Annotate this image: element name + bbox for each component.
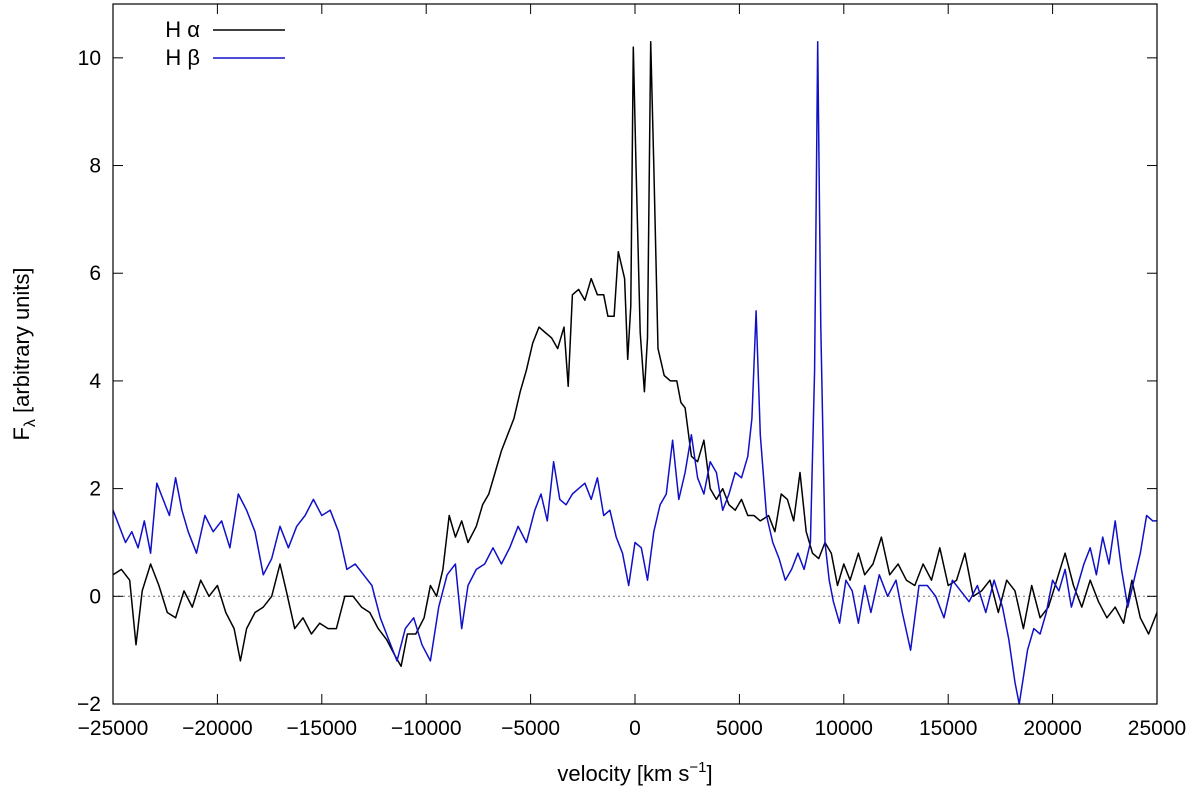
x-tick-label: −20000	[182, 717, 253, 740]
axis-ticks	[112, 4, 1158, 705]
y-axis-title-rest: [arbitrary units]	[9, 267, 34, 419]
series-line-h-beta	[112, 40, 1157, 705]
y-tick-label: 2	[89, 478, 101, 501]
x-tick-label: −5000	[501, 717, 560, 740]
legend-label-h-beta: H β	[165, 45, 200, 70]
y-axis-title-sub: λ	[22, 419, 39, 427]
y-tick-label: 4	[89, 370, 101, 393]
y-tick-labels: −2 0 2 4 6 8 10	[77, 47, 101, 716]
legend: H α H β	[165, 17, 285, 70]
x-axis-title-end: ]	[707, 761, 713, 786]
y-tick-label: 0	[89, 585, 101, 608]
y-tick-label: 10	[78, 47, 101, 70]
x-tick-label: −25000	[78, 717, 149, 740]
y-tick-label: −2	[77, 693, 101, 716]
x-tick-label: 0	[629, 717, 641, 740]
series-group	[112, 40, 1158, 705]
x-tick-label: 5000	[716, 717, 763, 740]
x-tick-label: −15000	[286, 717, 357, 740]
x-tick-label: 25000	[1128, 717, 1186, 740]
x-axis-title: velocity [km s−1]	[557, 759, 712, 786]
x-tick-label: 20000	[1023, 717, 1081, 740]
x-axis-title-main: velocity [km s	[557, 761, 689, 786]
y-axis-title-main: F	[9, 427, 34, 440]
x-axis-title-sup: −1	[689, 759, 706, 776]
y-tick-label: 8	[89, 155, 101, 178]
x-tick-label: 15000	[919, 717, 977, 740]
legend-label-h-alpha: H α	[165, 17, 200, 42]
x-tick-labels: −25000 −20000 −15000 −10000 −5000 0 5000 10000 1…	[78, 717, 1187, 740]
y-tick-label: 6	[89, 262, 101, 285]
x-tick-label: −10000	[391, 717, 462, 740]
x-tick-label: 10000	[815, 717, 873, 740]
y-axis-title: Fλ [arbitrary units]	[9, 267, 39, 440]
series-line-h-alpha	[112, 40, 1158, 668]
